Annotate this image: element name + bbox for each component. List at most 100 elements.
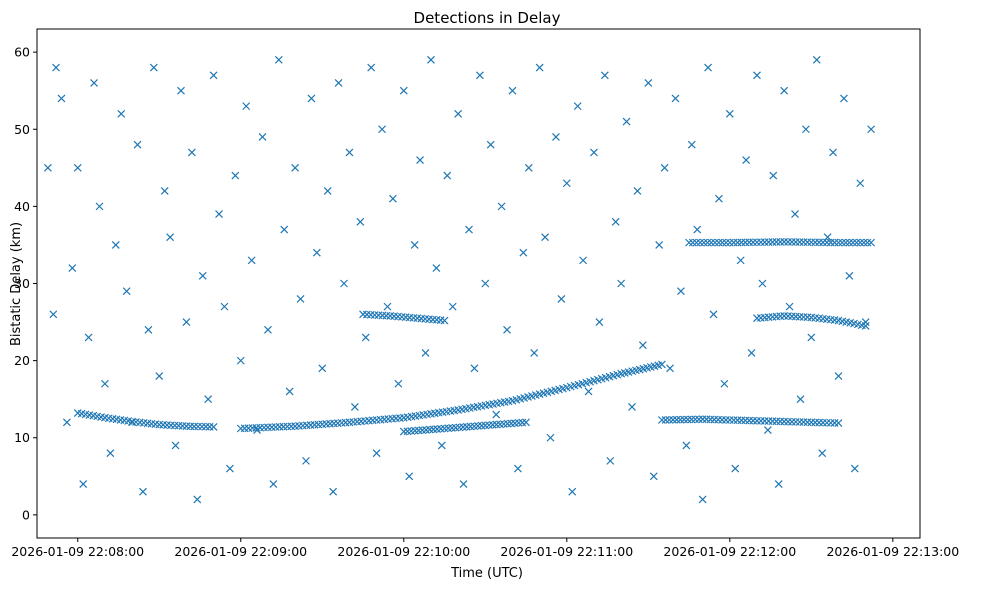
data-point [568, 487, 577, 496]
data-point [676, 287, 685, 296]
data-point [481, 421, 490, 430]
data-point [388, 194, 397, 203]
data-point [590, 148, 598, 157]
data-point [236, 356, 245, 365]
data-point [628, 402, 636, 411]
data-point [665, 415, 674, 424]
data-point [455, 423, 464, 432]
data-point [638, 341, 647, 350]
data-point [244, 424, 253, 433]
data-point [718, 238, 727, 247]
data-point [611, 217, 620, 226]
y-tick-label: 40 [14, 199, 30, 214]
data-point [470, 364, 479, 373]
y-tick-label: 10 [14, 430, 30, 445]
data-point [372, 449, 381, 458]
data-point [756, 416, 765, 425]
data-point [756, 238, 765, 247]
data-point [552, 133, 560, 141]
data-point [819, 418, 827, 427]
x-axis: 2026-01-09 22:08:00 2026-01-09 22:09:00 20… [11, 538, 959, 559]
data-point [710, 415, 719, 424]
data-point [444, 424, 453, 433]
data-point [787, 417, 796, 426]
data-point [215, 210, 223, 219]
data-point [399, 86, 408, 95]
data-point [863, 238, 872, 247]
points [43, 55, 876, 504]
data-point [644, 79, 653, 87]
data-point [691, 415, 700, 424]
data-point [737, 416, 746, 425]
data-point [622, 117, 631, 126]
data-point [488, 420, 497, 429]
data-point [772, 417, 781, 426]
data-point [334, 79, 343, 87]
data-point [606, 456, 615, 465]
data-point [106, 449, 115, 458]
data-point [52, 63, 60, 72]
data-point [861, 321, 870, 330]
data-point [459, 480, 468, 488]
data-point [795, 418, 804, 426]
data-point [867, 125, 876, 134]
data-point [296, 294, 305, 303]
data-point [829, 148, 837, 157]
data-point [685, 238, 693, 247]
data-point [193, 495, 202, 504]
data-point [171, 441, 180, 450]
data-point [519, 248, 528, 257]
data-point [432, 264, 441, 273]
data-point [90, 79, 98, 87]
data-point [595, 318, 604, 326]
data-point [399, 427, 408, 436]
data-point [541, 233, 549, 242]
chart-title: Detections in Delay [414, 9, 561, 27]
data-point [787, 238, 796, 246]
y-tick-label: 60 [14, 45, 30, 60]
data-point [714, 238, 723, 247]
data-point [707, 238, 716, 247]
data-point [475, 71, 484, 80]
data-point [736, 256, 745, 265]
data-point [546, 433, 555, 442]
data-point [492, 410, 501, 419]
data-point [100, 379, 109, 388]
y-tick-label: 50 [14, 122, 30, 137]
data-point [258, 133, 267, 141]
data-point [799, 238, 808, 247]
data-point [729, 416, 738, 425]
data-point [680, 415, 689, 424]
data-point [840, 94, 848, 103]
data-point [785, 302, 794, 311]
data-point [194, 422, 202, 431]
data-point [760, 238, 769, 247]
data-point [514, 418, 523, 427]
data-point [43, 163, 52, 172]
data-point [440, 316, 449, 325]
data-point [711, 238, 719, 247]
data-point [687, 415, 696, 424]
data-point [760, 417, 769, 425]
data-point [729, 238, 738, 247]
data-point [111, 241, 120, 249]
data-point [448, 424, 456, 432]
data-point [692, 238, 701, 247]
data-point [722, 238, 731, 247]
data-point [764, 417, 773, 426]
data-point [139, 487, 147, 496]
x-tick-label: 2026-01-09 22:13:00 [826, 544, 959, 559]
data-point [414, 426, 423, 435]
data-point [834, 419, 843, 428]
data-point [557, 294, 566, 303]
data-point [122, 287, 131, 296]
data-point [486, 140, 495, 149]
data-point [849, 238, 857, 247]
data-point [247, 256, 256, 265]
data-point [407, 427, 416, 435]
data-point [769, 171, 778, 180]
data-point [269, 480, 278, 488]
data-point [350, 402, 359, 411]
data-point [503, 419, 512, 428]
